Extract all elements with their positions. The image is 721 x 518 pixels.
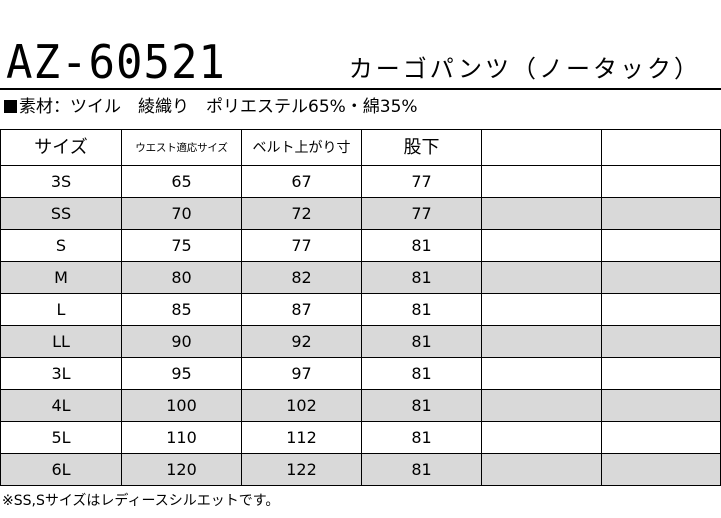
header-blank — [601, 129, 721, 166]
blank-cell — [601, 229, 721, 262]
inseam-cell: 81 — [361, 293, 482, 326]
material-line: 素材：ツイル 綾織り ポリエステル65%・綿35% — [4, 96, 418, 118]
inseam-cell: 81 — [361, 325, 482, 358]
table-header-row: サイズ ウエスト適応サイズ ベルト上がり寸 股下 — [0, 129, 721, 166]
blank-cell — [481, 197, 602, 230]
inseam-cell: 81 — [361, 421, 482, 454]
waist-cell: 110 — [121, 421, 242, 454]
belt-cell: 87 — [241, 293, 362, 326]
belt-cell: 82 — [241, 261, 362, 294]
blank-cell — [481, 421, 602, 454]
inseam-cell: 81 — [361, 389, 482, 422]
table-row: 3S 65 67 77 — [0, 165, 721, 198]
table-row: 3L 95 97 81 — [0, 357, 721, 390]
waist-cell: 120 — [121, 453, 242, 486]
blank-cell — [481, 261, 602, 294]
waist-cell: 65 — [121, 165, 242, 198]
model-number: AZ-60521 — [6, 35, 226, 90]
belt-cell: 122 — [241, 453, 362, 486]
belt-cell: 67 — [241, 165, 362, 198]
blank-cell — [601, 261, 721, 294]
inseam-cell: 81 — [361, 357, 482, 390]
table-row: 4L 100 102 81 — [0, 389, 721, 422]
title-divider — [0, 88, 721, 90]
blank-cell — [601, 293, 721, 326]
table-row: SS 70 72 77 — [0, 197, 721, 230]
blank-cell — [481, 389, 602, 422]
blank-cell — [481, 453, 602, 486]
belt-cell: 97 — [241, 357, 362, 390]
table-row: 5L 110 112 81 — [0, 421, 721, 454]
size-cell: M — [0, 261, 122, 294]
header-inseam: 股下 — [361, 129, 482, 166]
header-size: サイズ — [0, 129, 122, 166]
square-bullet-icon — [4, 100, 17, 113]
inseam-cell: 81 — [361, 261, 482, 294]
size-cell: 4L — [0, 389, 122, 422]
size-cell: 6L — [0, 453, 122, 486]
belt-cell: 72 — [241, 197, 362, 230]
blank-cell — [481, 229, 602, 262]
table-row: S 75 77 81 — [0, 229, 721, 262]
blank-cell — [481, 357, 602, 390]
waist-cell: 85 — [121, 293, 242, 326]
footnote: ※SS,Sサイズはレディースシルエットです。 — [2, 493, 280, 509]
header-waist: ウエスト適応サイズ — [121, 129, 242, 166]
waist-cell: 100 — [121, 389, 242, 422]
size-cell: LL — [0, 325, 122, 358]
waist-cell: 80 — [121, 261, 242, 294]
inseam-cell: 81 — [361, 453, 482, 486]
belt-cell: 92 — [241, 325, 362, 358]
waist-cell: 90 — [121, 325, 242, 358]
header-belt: ベルト上がり寸 — [241, 129, 362, 166]
blank-cell — [601, 165, 721, 198]
blank-cell — [601, 357, 721, 390]
size-cell: SS — [0, 197, 122, 230]
product-name: カーゴパンツ（ノータック） — [348, 55, 701, 83]
blank-cell — [481, 325, 602, 358]
size-cell: 3S — [0, 165, 122, 198]
belt-cell: 102 — [241, 389, 362, 422]
blank-cell — [601, 453, 721, 486]
belt-cell: 112 — [241, 421, 362, 454]
blank-cell — [601, 421, 721, 454]
inseam-cell: 81 — [361, 229, 482, 262]
inseam-cell: 77 — [361, 197, 482, 230]
title-row: AZ-60521 カーゴパンツ（ノータック） — [0, 0, 721, 90]
blank-cell — [481, 165, 602, 198]
size-cell: 5L — [0, 421, 122, 454]
size-cell: L — [0, 293, 122, 326]
material-text: 素材：ツイル 綾織り ポリエステル65%・綿35% — [19, 97, 418, 117]
waist-cell: 70 — [121, 197, 242, 230]
size-table: サイズ ウエスト適応サイズ ベルト上がり寸 股下 3S 65 67 77 SS 70 72 7… — [0, 129, 721, 486]
table-row: M 80 82 81 — [0, 261, 721, 294]
size-cell: S — [0, 229, 122, 262]
waist-cell: 75 — [121, 229, 242, 262]
size-cell: 3L — [0, 357, 122, 390]
header-blank — [481, 129, 602, 166]
blank-cell — [601, 325, 721, 358]
waist-cell: 95 — [121, 357, 242, 390]
table-row: LL 90 92 81 — [0, 325, 721, 358]
blank-cell — [601, 389, 721, 422]
table-row: L 85 87 81 — [0, 293, 721, 326]
blank-cell — [481, 293, 602, 326]
belt-cell: 77 — [241, 229, 362, 262]
inseam-cell: 77 — [361, 165, 482, 198]
table-row: 6L 120 122 81 — [0, 453, 721, 486]
blank-cell — [601, 197, 721, 230]
